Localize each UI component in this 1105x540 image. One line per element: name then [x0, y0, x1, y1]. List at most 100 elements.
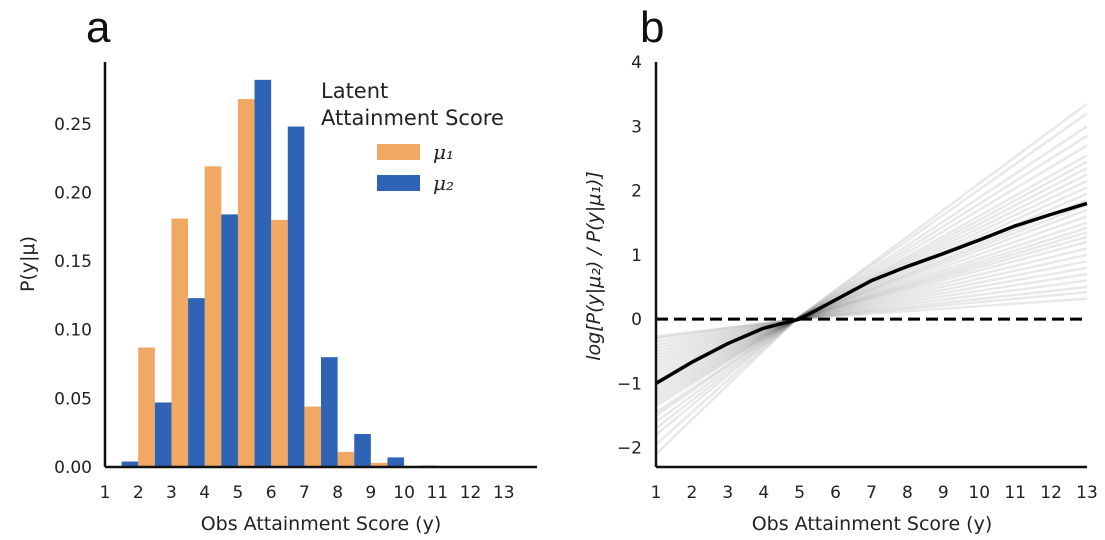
sample-line [655, 221, 1088, 379]
x-tick-label: 1 [100, 483, 111, 503]
sample-line [655, 134, 1088, 430]
x-tick-label: 3 [166, 483, 177, 503]
sample-line [655, 279, 1088, 347]
sample-line [655, 102, 1088, 456]
y-tick-label: 0.00 [54, 458, 92, 478]
x-tick-label: 2 [687, 483, 698, 503]
sample-line [655, 272, 1088, 350]
bar-mu1-5 [237, 99, 255, 467]
x-tick-label: 13 [1076, 483, 1098, 503]
x-tick-label: 6 [830, 483, 841, 503]
x-tick-label: 13 [493, 483, 515, 503]
y-tick-label: 0.25 [54, 115, 92, 135]
panel-a-bar-chart: 0.000.050.100.150.200.25 1 2 3 4 5 6 7 8 9 10 11 12… [17, 62, 537, 535]
sample-line [655, 215, 1088, 382]
x-tick-label: 6 [266, 483, 277, 503]
sample-line [655, 203, 1088, 388]
legend-label-mu2: μ₂ [433, 171, 454, 195]
sample-lines-group [655, 102, 1088, 456]
y-tick-label: 1 [631, 246, 642, 266]
panel-b-letter: b [640, 3, 664, 52]
y-tick-label: 0 [631, 310, 642, 330]
y-tick-label: 0.20 [54, 183, 92, 203]
bar-mu1-7 [304, 406, 321, 467]
bar-mu2-8 [354, 434, 371, 467]
sample-line [655, 154, 1088, 417]
sample-line [655, 253, 1088, 359]
sample-line [655, 260, 1088, 356]
y-tick-label: 0.15 [54, 252, 92, 272]
bar-mu2-2 [154, 402, 172, 467]
x-tick-label: 9 [938, 483, 949, 503]
bar-mu2-3 [188, 298, 205, 467]
x-tick-label: 8 [902, 483, 913, 503]
sample-line [655, 160, 1088, 414]
bar-mu1-6 [271, 219, 288, 467]
x-axis-label: Obs Attainment Score (y) [201, 513, 442, 535]
legend-title-line-2: Attainment Score [321, 106, 504, 130]
sample-line [655, 208, 1088, 385]
x-tick-label: 12 [460, 483, 482, 503]
x-tick-label: 11 [426, 483, 448, 503]
y-axis-label: P(y|μ) [17, 236, 39, 292]
x-tick-label: 10 [393, 483, 415, 503]
legend-label-mu1: μ₁ [433, 140, 454, 164]
sample-line [655, 144, 1088, 424]
legend-swatch-mu2 [377, 175, 420, 191]
mean-line [655, 201, 1088, 385]
x-tick-label: 5 [233, 483, 244, 503]
x-tick-labels: 1 2 3 4 5 6 7 8 9 10 11 12 13 [651, 483, 1098, 503]
bar-mu1-9 [370, 462, 388, 467]
sample-line [655, 247, 1088, 363]
legend-title-line-1: Latent [321, 79, 388, 103]
sample-line [655, 179, 1088, 401]
sample-line [655, 112, 1088, 446]
y-tick-label: −2 [617, 439, 642, 459]
x-tick-label: 5 [794, 483, 805, 503]
panel-a-letter: a [86, 3, 111, 52]
bar-mu2-4 [221, 214, 238, 467]
sample-line [655, 290, 1088, 340]
x-tick-label: 2 [133, 483, 144, 503]
mean-line-group [655, 201, 1088, 385]
x-tick-labels: 1 2 3 4 5 6 7 8 9 10 11 12 13 [100, 483, 515, 503]
bar-mu2-7 [321, 357, 338, 467]
x-tick-label: 7 [299, 483, 310, 503]
bar-mu1-3 [171, 218, 189, 467]
x-tick-label: 7 [866, 483, 877, 503]
sample-line [655, 285, 1088, 343]
bar-mu1-2 [138, 347, 155, 467]
y-tick-labels: −2 −1 0 1 2 3 4 [617, 53, 642, 459]
sample-line [655, 226, 1088, 375]
bar-mu1-8 [337, 451, 355, 467]
x-tick-label: 11 [1004, 483, 1026, 503]
sample-line [655, 186, 1088, 398]
y-tick-label: 0.05 [54, 389, 92, 409]
legend-swatch-mu1 [377, 144, 420, 160]
y-tick-label: 0.10 [54, 321, 92, 341]
x-tick-label: 10 [968, 483, 990, 503]
x-tick-label: 4 [758, 483, 769, 503]
x-tick-label: 4 [199, 483, 210, 503]
bar-mu2-1 [121, 461, 139, 467]
bar-mu2-9 [387, 457, 405, 467]
x-tick-label: 9 [365, 483, 376, 503]
x-tick-label: 8 [332, 483, 343, 503]
legend: Latent Attainment Score μ₁ μ₂ [321, 79, 504, 195]
y-axis-label: log[P(y|μ₂) / P(y|μ₁)] [583, 171, 605, 361]
sample-line [655, 125, 1088, 436]
bar-mu2-6 [287, 126, 305, 467]
y-tick-labels: 0.00 0.05 0.10 0.15 0.20 0.25 [54, 115, 92, 478]
bars-group [121, 79, 438, 467]
y-tick-label: −1 [617, 374, 642, 394]
sample-line [655, 199, 1088, 391]
y-tick-label: 2 [631, 182, 642, 202]
sample-line [655, 240, 1088, 366]
bar-mu2-5 [254, 79, 272, 467]
x-tick-label: 12 [1040, 483, 1062, 503]
y-tick-label: 4 [631, 53, 642, 73]
x-tick-label: 1 [651, 483, 662, 503]
